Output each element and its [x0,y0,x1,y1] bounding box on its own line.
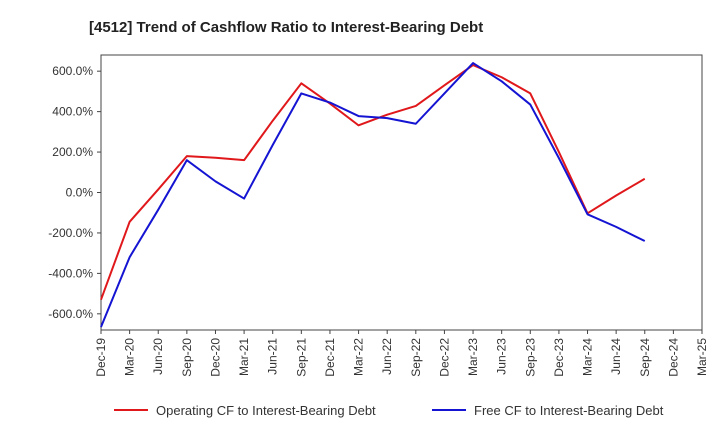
chart-title: [4512] Trend of Cashflow Ratio to Intere… [89,19,483,36]
x-tick-label: Jun-22 [380,338,394,375]
x-tick-label: Jun-24 [609,338,623,375]
x-tick-label: Sep-22 [409,338,423,377]
y-tick-label: 600.0% [52,64,93,78]
x-tick-label: Jun-23 [495,338,509,375]
x-tick-label: Sep-20 [180,338,194,377]
y-tick-label: -400.0% [48,266,93,280]
x-tick-label: Dec-23 [552,338,566,377]
x-tick-label: Mar-25 [695,338,709,376]
x-tick-label: Sep-21 [294,338,308,377]
legend-label-1: Operating CF to Interest-Bearing Debt [156,403,376,418]
series-line-2 [100,62,646,328]
y-tick-label: 200.0% [52,145,93,159]
x-tick-label: Dec-24 [666,338,680,377]
x-tick-label: Mar-23 [466,338,480,376]
series-line-1 [100,64,646,301]
x-tick-label: Dec-22 [437,338,451,377]
x-tick-label: Dec-21 [323,338,337,377]
x-tick-label: Mar-22 [352,338,366,376]
y-tick-label: -200.0% [48,226,93,240]
y-tick-label: 0.0% [66,186,94,200]
x-tick-label: Dec-19 [94,338,108,377]
x-tick-label: Mar-20 [123,338,137,376]
x-tick-label: Mar-21 [237,338,251,376]
x-tick-label: Mar-24 [581,338,595,376]
x-tick-label: Dec-20 [208,338,222,377]
plot-area [100,54,703,331]
x-tick-label: Sep-24 [638,338,652,377]
x-tick-label: Jun-21 [266,338,280,375]
x-tick-label: Jun-20 [151,338,165,375]
y-tick-label: 400.0% [52,105,93,119]
legend-label-2: Free CF to Interest-Bearing Debt [474,403,664,418]
x-tick-label: Sep-23 [523,338,537,377]
y-tick-label: -600.0% [48,307,93,321]
